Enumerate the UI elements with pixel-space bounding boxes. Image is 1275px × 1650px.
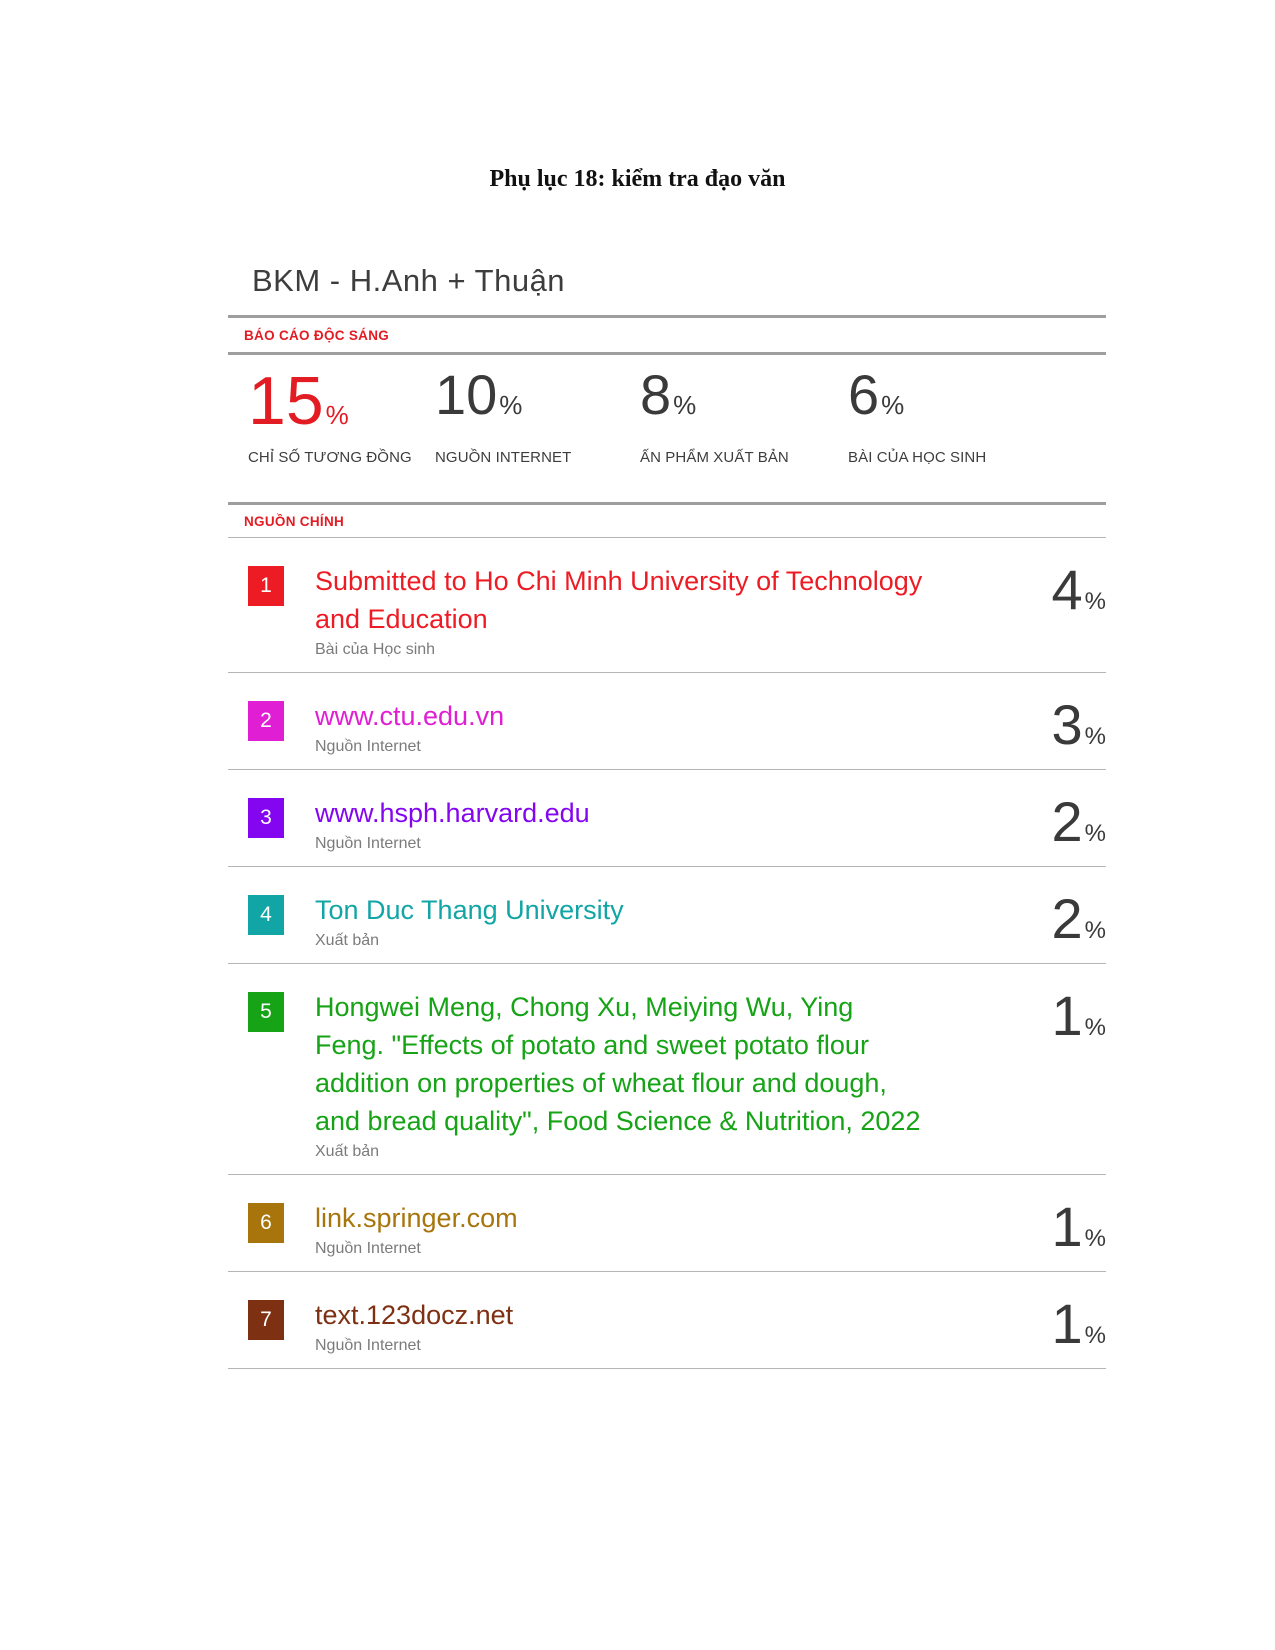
appendix-title: Phụ lục 18: kiểm tra đạo văn [489, 166, 786, 192]
source-rank-badge: 6 [248, 1203, 284, 1243]
source-link[interactable]: link.springer.com [315, 1203, 518, 1233]
source-type-label: Xuất bản [315, 932, 380, 949]
source-rank-badge: 1 [248, 566, 284, 606]
percent-sign: % [673, 390, 697, 420]
source-percent: 1 % [1011, 984, 1107, 1047]
stat-label: BÀI CỦA HỌC SINH [848, 449, 987, 466]
source-type-label: Nguồn Internet [315, 1240, 421, 1257]
source-rank-badge: 5 [248, 992, 284, 1032]
source-type-label: Nguồn Internet [315, 738, 421, 755]
source-type-label: Nguồn Internet [315, 835, 421, 852]
stat-value: 8 [640, 363, 672, 426]
source-row: 3 www.hsph.harvard.edu Nguồn Internet 2 … [228, 770, 1106, 867]
source-link[interactable]: www.ctu.edu.vn [315, 701, 505, 731]
source-link[interactable]: Submitted to Ho Chi Minh University of T… [315, 566, 923, 634]
percent-sign: % [1084, 917, 1106, 944]
stat-publications: 8 % ẤN PHẨM XUẤT BẢN [640, 363, 848, 467]
percent-sign: % [1084, 1322, 1106, 1349]
source-type-label: Nguồn Internet [315, 1337, 421, 1354]
source-link[interactable]: www.hsph.harvard.edu [315, 798, 590, 828]
source-rank-badge: 3 [248, 798, 284, 838]
source-link[interactable]: Hongwei Meng, Chong Xu, Meiying Wu, Ying… [315, 992, 921, 1136]
divider [228, 502, 1106, 505]
stat-similarity-index: 15 % CHỈ SỐ TƯƠNG ĐỒNG [248, 367, 435, 466]
percent-sign: % [1084, 820, 1106, 847]
similarity-stats: 15 % CHỈ SỐ TƯƠNG ĐỒNG 10 % NGUỒN INTERN… [228, 355, 1106, 502]
percent-value: 1 [1051, 1292, 1083, 1355]
source-rank-badge: 2 [248, 701, 284, 741]
stat-value: 10 [435, 363, 498, 426]
report-document-title: BKM - H.Anh + Thuận [252, 263, 566, 298]
source-percent: 3 % [1011, 693, 1107, 756]
stat-student-papers: 6 % BÀI CỦA HỌC SINH [848, 363, 1106, 467]
source-percent: 2 % [1011, 887, 1107, 950]
percent-value: 4 [1051, 558, 1083, 621]
stat-value: 15 [248, 363, 324, 439]
source-link[interactable]: Ton Duc Thang University [315, 895, 624, 925]
source-percent: 2 % [1011, 790, 1107, 853]
source-row: 2 www.ctu.edu.vn Nguồn Internet 3 % [228, 673, 1106, 770]
stat-label: NGUỒN INTERNET [435, 449, 572, 466]
percent-sign: % [1084, 723, 1106, 750]
source-type-label: Bài của Học sinh [315, 641, 436, 658]
percent-sign: % [881, 390, 905, 420]
percent-value: 2 [1051, 887, 1083, 950]
percent-sign: % [325, 400, 349, 430]
originality-report-label: BÁO CÁO ĐỘC SÁNG [244, 328, 390, 343]
source-row: 7 text.123docz.net Nguồn Internet 1 % [228, 1272, 1106, 1369]
divider [228, 315, 1106, 318]
source-type-label: Xuất bản [315, 1143, 380, 1160]
source-list: 1 Submitted to Ho Chi Minh University of… [228, 538, 1106, 1369]
source-row: 4 Ton Duc Thang University Xuất bản 2 % [228, 867, 1106, 964]
stat-label: ẤN PHẨM XUẤT BẢN [640, 449, 789, 466]
percent-value: 1 [1051, 984, 1083, 1047]
originality-report: BKM - H.Anh + Thuận BÁO CÁO ĐỘC SÁNG 15 … [228, 260, 1106, 1369]
source-link[interactable]: text.123docz.net [315, 1300, 514, 1330]
stat-label: CHỈ SỐ TƯƠNG ĐỒNG [248, 449, 412, 466]
divider [228, 352, 1106, 355]
stat-internet-sources: 10 % NGUỒN INTERNET [435, 363, 640, 467]
primary-sources-label: NGUỒN CHÍNH [244, 514, 345, 529]
source-percent: 4 % [1011, 558, 1107, 621]
percent-sign: % [1084, 588, 1106, 615]
source-rank-badge: 7 [248, 1300, 284, 1340]
source-row: 5 Hongwei Meng, Chong Xu, Meiying Wu, Yi… [228, 964, 1106, 1175]
divider [228, 537, 1106, 538]
percent-value: 1 [1051, 1195, 1083, 1258]
source-rank-badge: 4 [248, 895, 284, 935]
percent-value: 2 [1051, 790, 1083, 853]
source-percent: 1 % [1011, 1195, 1107, 1258]
stat-value: 6 [848, 363, 880, 426]
percent-sign: % [1084, 1014, 1106, 1041]
percent-sign: % [499, 390, 523, 420]
percent-value: 3 [1051, 693, 1083, 756]
source-row: 1 Submitted to Ho Chi Minh University of… [228, 538, 1106, 673]
source-row: 6 link.springer.com Nguồn Internet 1 % [228, 1175, 1106, 1272]
source-percent: 1 % [1011, 1292, 1107, 1355]
percent-sign: % [1084, 1225, 1106, 1252]
